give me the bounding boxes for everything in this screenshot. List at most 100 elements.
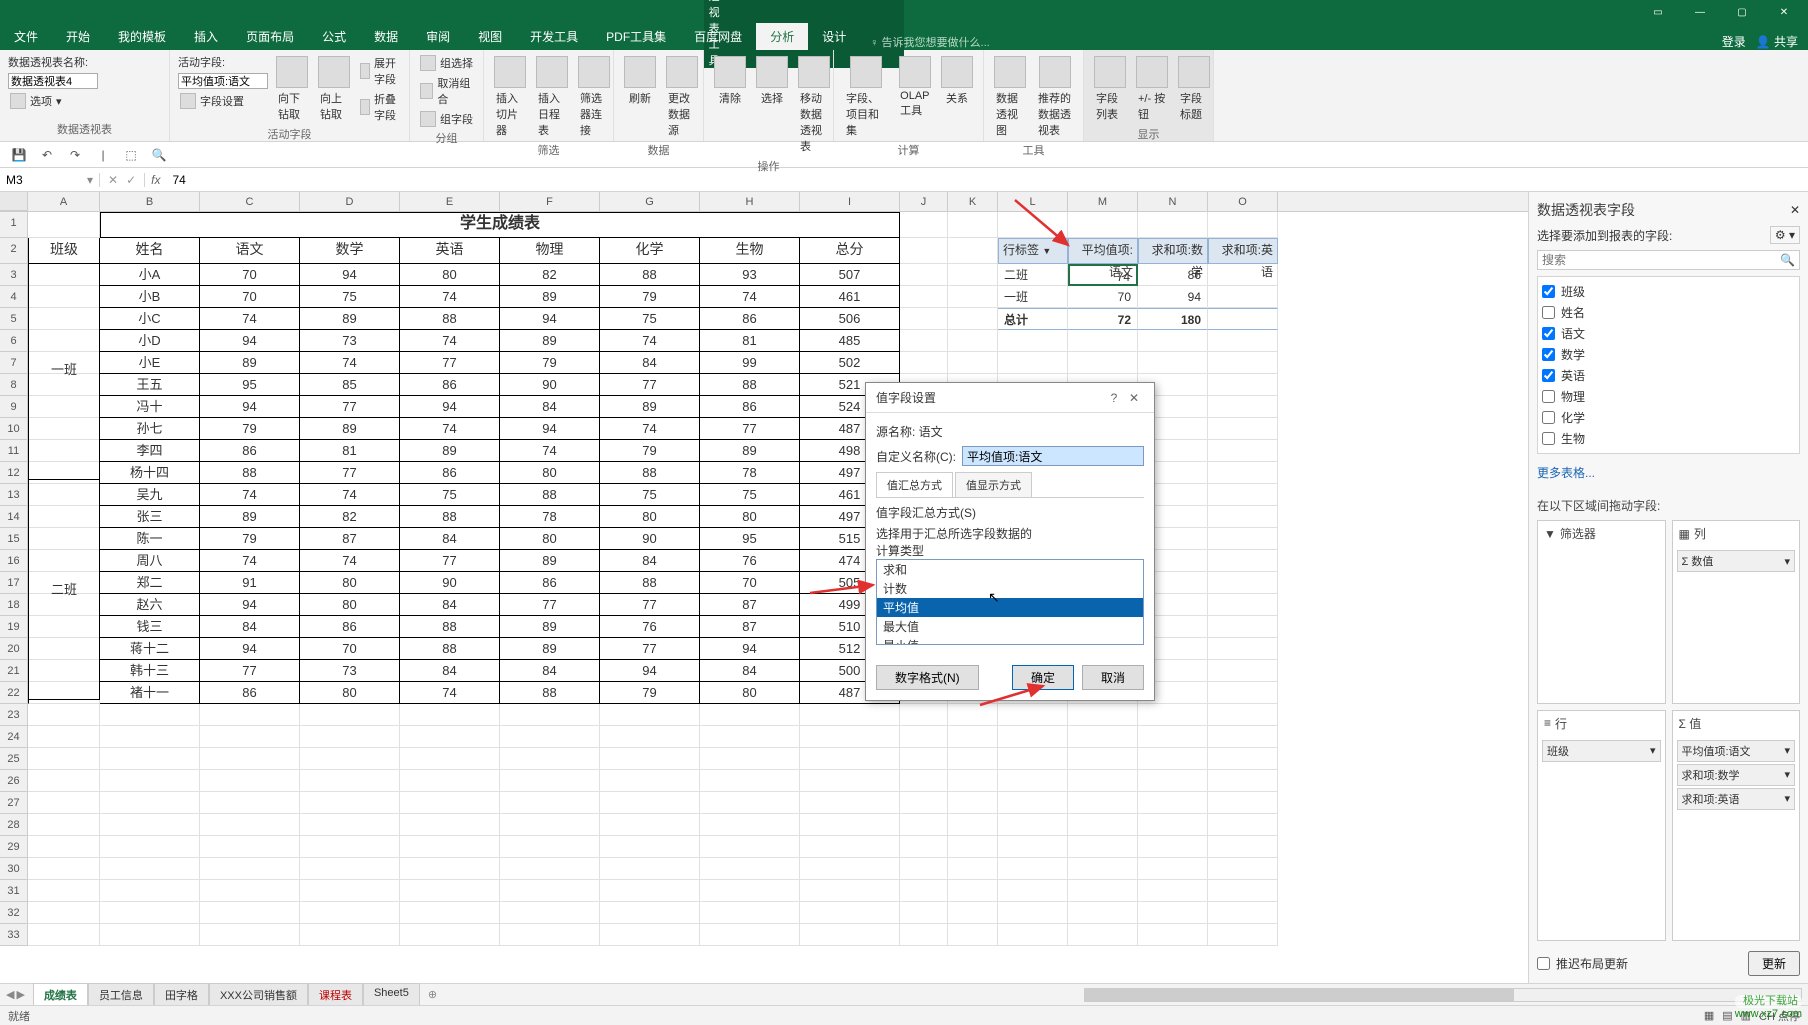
cell[interactable]: [1208, 704, 1278, 726]
cell[interactable]: [28, 212, 100, 238]
formula-input[interactable]: [166, 173, 1808, 187]
cell[interactable]: [700, 814, 800, 836]
cell[interactable]: 小D: [100, 330, 200, 352]
cell[interactable]: [700, 836, 800, 858]
cell[interactable]: [500, 858, 600, 880]
custom-name-input[interactable]: [962, 446, 1144, 466]
row-header[interactable]: 19: [0, 616, 28, 638]
cell[interactable]: 88: [600, 572, 700, 594]
cell[interactable]: 杨十四: [100, 462, 200, 484]
cell[interactable]: [1208, 616, 1278, 638]
cell[interactable]: 74: [400, 682, 500, 704]
cell[interactable]: [600, 748, 700, 770]
cell[interactable]: [400, 902, 500, 924]
cell[interactable]: [800, 836, 900, 858]
row-header[interactable]: 32: [0, 902, 28, 924]
area-chip[interactable]: 求和项:英语▾: [1677, 788, 1796, 810]
cell[interactable]: 94: [600, 660, 700, 682]
drill-down-button[interactable]: 向下钻取: [274, 54, 310, 124]
cell[interactable]: 90: [500, 374, 600, 396]
cell[interactable]: 95: [700, 528, 800, 550]
cell[interactable]: [900, 792, 948, 814]
cell[interactable]: [100, 814, 200, 836]
cell[interactable]: 76: [600, 616, 700, 638]
cell[interactable]: [800, 704, 900, 726]
cell[interactable]: 89: [600, 396, 700, 418]
dialog-tab-display[interactable]: 值显示方式: [955, 472, 1032, 497]
cell[interactable]: 485: [800, 330, 900, 352]
fx-label[interactable]: fx: [145, 173, 166, 187]
cell[interactable]: [28, 748, 100, 770]
calc-type-option[interactable]: 平均值: [877, 598, 1143, 617]
cell[interactable]: 74: [700, 286, 800, 308]
cell[interactable]: 求和项:数学: [1138, 238, 1208, 264]
cell[interactable]: 79: [600, 286, 700, 308]
cancel-button[interactable]: 取消: [1082, 665, 1144, 690]
cell[interactable]: [948, 836, 998, 858]
area-chip[interactable]: 求和项:数学▾: [1677, 764, 1796, 786]
tab-nav-next-icon[interactable]: ▶: [16, 988, 24, 1001]
cell[interactable]: [300, 726, 400, 748]
cell[interactable]: 77: [500, 594, 600, 616]
cell[interactable]: [948, 792, 998, 814]
cell[interactable]: [500, 880, 600, 902]
field-list-button[interactable]: 字段列表: [1092, 54, 1128, 124]
cell[interactable]: 80: [400, 264, 500, 286]
cell[interactable]: 陈一: [100, 528, 200, 550]
cell[interactable]: [600, 770, 700, 792]
cell[interactable]: [800, 902, 900, 924]
cell[interactable]: 语文: [200, 238, 300, 264]
row-header[interactable]: 33: [0, 924, 28, 946]
field-checkbox[interactable]: [1542, 390, 1555, 403]
cell[interactable]: [100, 704, 200, 726]
cell[interactable]: [1208, 352, 1278, 374]
view-normal-icon[interactable]: ▦: [1704, 1009, 1714, 1022]
column-header[interactable]: B: [100, 192, 200, 211]
cell[interactable]: 94: [200, 396, 300, 418]
cell[interactable]: [1208, 682, 1278, 704]
cell[interactable]: [600, 858, 700, 880]
filter-conn-button[interactable]: 筛选器连接: [576, 54, 612, 140]
relations-button[interactable]: 关系: [939, 54, 975, 108]
cell[interactable]: [500, 792, 600, 814]
cell[interactable]: [1208, 462, 1278, 484]
cell[interactable]: 80: [500, 462, 600, 484]
cell[interactable]: 94: [200, 638, 300, 660]
cell[interactable]: [1068, 726, 1138, 748]
cell[interactable]: [700, 726, 800, 748]
cell[interactable]: [400, 836, 500, 858]
cell[interactable]: 88: [400, 308, 500, 330]
cell[interactable]: [900, 212, 948, 238]
insert-slicer-button[interactable]: 插入切片器: [492, 54, 528, 140]
cell[interactable]: [948, 924, 998, 946]
cell[interactable]: [900, 836, 948, 858]
cell[interactable]: [1208, 924, 1278, 946]
cell[interactable]: [28, 880, 100, 902]
sheet-tab[interactable]: 田字格: [154, 983, 209, 1007]
cell[interactable]: [998, 924, 1068, 946]
cell[interactable]: 88: [600, 462, 700, 484]
recommended-pt-button[interactable]: 推荐的数据透视表: [1034, 54, 1075, 140]
row-header[interactable]: 22: [0, 682, 28, 704]
ribbon-tab[interactable]: 视图: [464, 23, 516, 50]
cell[interactable]: [600, 880, 700, 902]
area-chip[interactable]: 班级▾: [1542, 740, 1661, 762]
cell[interactable]: 94: [1138, 286, 1208, 308]
undo-icon[interactable]: ↶: [38, 146, 56, 164]
cell[interactable]: [500, 924, 600, 946]
cell[interactable]: 小C: [100, 308, 200, 330]
ribbon-tab[interactable]: 插入: [180, 23, 232, 50]
cell[interactable]: [948, 880, 998, 902]
cell[interactable]: [100, 726, 200, 748]
cell[interactable]: 74: [200, 550, 300, 572]
cell[interactable]: 82: [500, 264, 600, 286]
cell[interactable]: 80: [300, 594, 400, 616]
cell[interactable]: [900, 902, 948, 924]
cell[interactable]: 73: [300, 660, 400, 682]
cell[interactable]: [300, 858, 400, 880]
cell[interactable]: 88: [500, 484, 600, 506]
cell[interactable]: [1208, 396, 1278, 418]
cell[interactable]: [998, 836, 1068, 858]
cell[interactable]: [948, 330, 998, 352]
field-item[interactable]: 物理: [1542, 386, 1795, 407]
